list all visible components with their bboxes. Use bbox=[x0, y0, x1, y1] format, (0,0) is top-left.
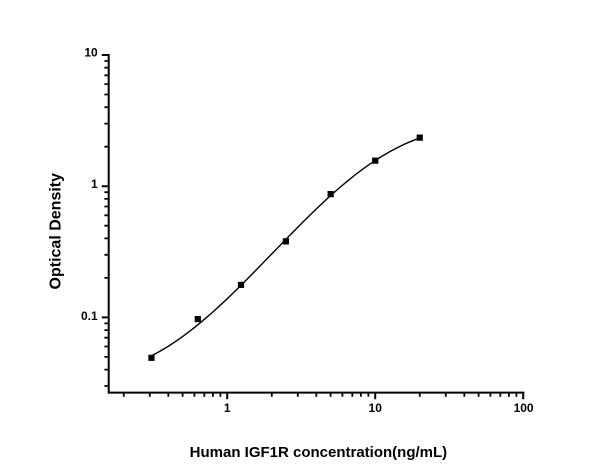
svg-text:Human IGF1R concentration(ng/m: Human IGF1R concentration(ng/mL) bbox=[190, 444, 448, 461]
svg-text:1: 1 bbox=[91, 177, 98, 191]
svg-text:10: 10 bbox=[369, 401, 383, 415]
svg-text:1: 1 bbox=[224, 401, 231, 415]
svg-text:10: 10 bbox=[84, 46, 98, 60]
svg-text:Optical Density: Optical Density bbox=[47, 173, 64, 290]
svg-text:100: 100 bbox=[514, 401, 534, 415]
svg-text:0.1: 0.1 bbox=[81, 309, 98, 323]
